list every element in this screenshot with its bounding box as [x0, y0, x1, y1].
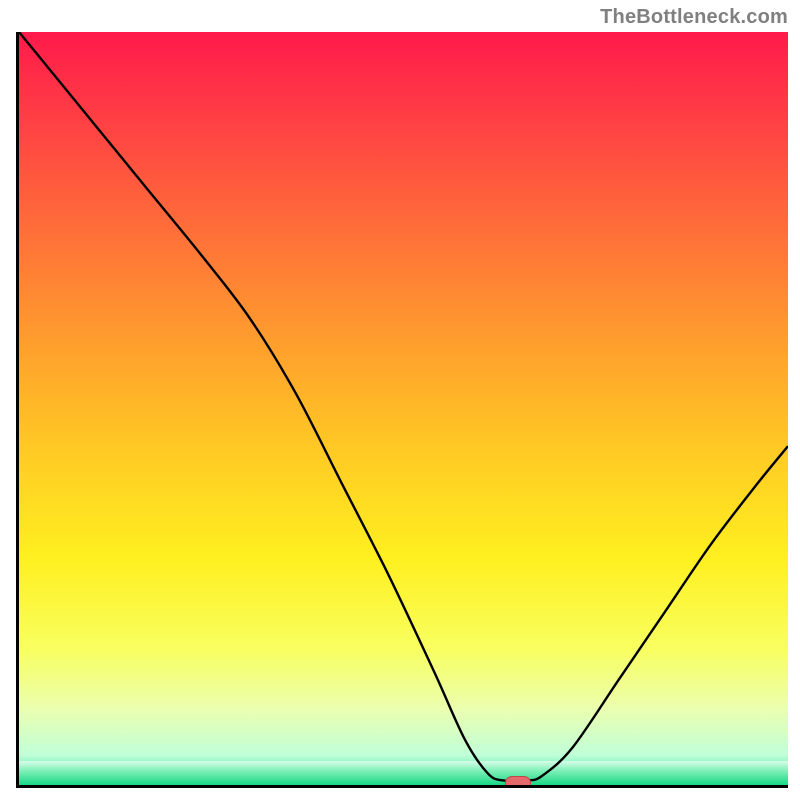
- minimum-marker: [505, 776, 530, 788]
- bottleneck-curve-path: [19, 32, 788, 781]
- watermark-text: TheBottleneck.com: [600, 6, 788, 29]
- chart-stage: TheBottleneck.com: [0, 0, 800, 800]
- bottleneck-curve: [19, 32, 788, 785]
- plot-area: [16, 32, 788, 788]
